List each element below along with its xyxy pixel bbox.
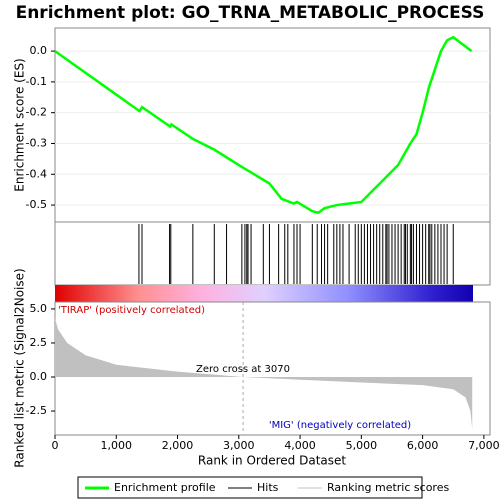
- x-tick-label: 4,000: [284, 439, 316, 452]
- y-tick-label: -0.5: [26, 198, 47, 211]
- y-axis-label: Enrichment score (ES): [13, 58, 27, 191]
- chart-title: Enrichment plot: GO_TRNA_METABOLIC_PROCE…: [16, 3, 485, 23]
- annotation: 'TIRAP' (positively correlated): [58, 305, 205, 316]
- es-line: [54, 35, 473, 215]
- annotation: 'MIG' (negatively correlated): [269, 420, 411, 431]
- x-tick-label: 0: [52, 439, 59, 452]
- color-bar: [55, 285, 473, 302]
- y-tick-label: -0.1: [26, 75, 47, 88]
- x-tick-label: 3,000: [223, 439, 255, 452]
- legend-label: Hits: [257, 481, 279, 494]
- legend-label: Enrichment profile: [114, 481, 216, 494]
- y-axis-label: Ranked list metric (Signal2Noise): [13, 268, 27, 467]
- x-tick-label: 6,000: [407, 439, 439, 452]
- es-panel: [54, 27, 491, 223]
- legend-label: Ranking metric scores: [327, 481, 449, 494]
- x-tick-label: 1,000: [101, 439, 133, 452]
- x-tick-label: 2,000: [162, 439, 194, 452]
- hits-panel: [54, 221, 491, 286]
- x-axis-label: Rank in Ordered Dataset: [198, 454, 346, 468]
- x-tick-label: 5,000: [346, 439, 378, 452]
- y-tick-label: 5.0: [30, 302, 48, 315]
- y-tick-label: 2.5: [30, 336, 48, 349]
- y-tick-label: -0.4: [26, 167, 47, 180]
- metric-area: [55, 318, 473, 429]
- x-tick-label: 7,000: [468, 439, 500, 452]
- y-tick-label: 0.0: [30, 44, 48, 57]
- y-tick-label: -0.2: [26, 106, 47, 119]
- y-tick-label: 0.0: [30, 370, 48, 383]
- y-tick-label: -0.3: [26, 136, 47, 149]
- y-tick-label: -2.5: [26, 404, 47, 417]
